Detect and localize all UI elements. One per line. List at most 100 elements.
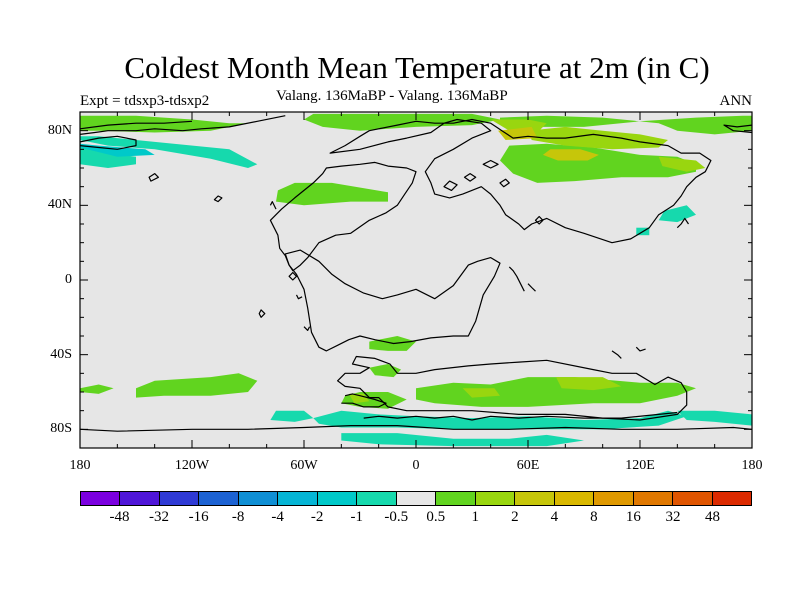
anomaly-region	[658, 156, 706, 172]
temperature-anomaly-field	[80, 113, 752, 447]
anomaly-region	[80, 136, 258, 168]
colorbar-label: 4	[550, 509, 559, 525]
colorbar-swatch	[594, 492, 634, 505]
anomaly-region	[528, 126, 668, 150]
coastline	[284, 249, 501, 352]
lat-tick-label: 40S	[50, 346, 72, 362]
colorbar-swatch	[515, 492, 555, 505]
lat-tick-label: 80N	[47, 122, 72, 138]
coastline	[341, 393, 387, 408]
colorbar-label: 32	[665, 509, 681, 525]
colorbar-swatch	[120, 492, 160, 505]
coastline	[534, 215, 544, 225]
coastline	[258, 309, 266, 318]
colorbar-swatch	[238, 492, 279, 505]
colorbar-swatch	[396, 492, 437, 505]
colorbar-label: -0.5	[384, 509, 409, 525]
colorbar-swatch	[357, 492, 397, 505]
anomaly-region	[270, 410, 314, 422]
coastline	[363, 411, 678, 421]
coastline	[295, 294, 303, 300]
colorbar-label: 2	[511, 509, 519, 525]
anomaly-region	[490, 119, 547, 131]
anomaly-region	[80, 145, 136, 168]
colorbar-label: -48	[109, 509, 130, 525]
coastline	[443, 180, 458, 191]
anomaly-region	[542, 149, 599, 161]
anomaly-region	[500, 115, 752, 135]
season-label: ANN	[719, 93, 753, 109]
coastline	[288, 271, 298, 281]
colorbar-label: 16	[625, 509, 641, 525]
anomaly-region	[658, 205, 696, 223]
coastline	[499, 178, 510, 188]
lon-tick-label: 120W	[174, 458, 210, 473]
lon-tick-label: 120E	[625, 458, 655, 473]
experiment-label: Expt = tdsxp3-tdsxp2	[80, 93, 210, 109]
colorbar-swatch	[436, 492, 476, 505]
anomaly-region	[80, 384, 114, 394]
anomaly-region	[677, 410, 752, 426]
colorbar-label: -32	[149, 509, 170, 525]
colorbar-swatch	[81, 492, 121, 505]
colorbar-swatch	[633, 492, 674, 505]
colorbar-swatch	[554, 492, 595, 505]
lon-tick-label: 60E	[516, 458, 540, 473]
colorbar-swatch	[278, 492, 318, 505]
lon-tick-label: 180	[741, 458, 763, 473]
coastline	[611, 350, 622, 359]
period-label: Valang. 136MaBP - Valang. 136MaBP	[276, 88, 508, 104]
lon-tick-label: 180	[69, 458, 91, 473]
coastline	[635, 346, 646, 352]
lat-tick-label: 40N	[47, 197, 72, 213]
colorbar-label: -8	[231, 509, 245, 525]
anomaly-region	[313, 410, 687, 430]
coastline	[337, 355, 688, 421]
colorbar-label: 48	[704, 509, 720, 525]
colorbar-label: 0.5	[426, 509, 446, 525]
colorbar-swatch	[673, 492, 713, 505]
coastline	[723, 124, 752, 134]
colorbar-label: -2	[310, 509, 324, 525]
coastline	[527, 283, 536, 292]
coastline	[303, 326, 311, 331]
colorbar-label: 1	[471, 509, 480, 525]
colorbar-label: -1	[350, 509, 363, 525]
anomaly-region	[556, 377, 622, 391]
anomaly-region	[136, 373, 258, 398]
coastline	[676, 217, 690, 229]
colorbar	[80, 491, 752, 506]
coastline	[148, 173, 159, 182]
colorbar-swatch	[159, 492, 200, 505]
map-title: Coldest Month Mean Temperature at 2m (in…	[124, 50, 710, 85]
lon-tick-label: 60W	[290, 458, 318, 473]
anomaly-region	[416, 377, 696, 407]
colorbar-swatch	[317, 492, 358, 505]
coastline	[482, 159, 499, 169]
anomaly-region	[341, 433, 584, 447]
colorbar-swatch	[475, 492, 516, 505]
coastline	[80, 120, 193, 130]
coastline	[463, 173, 477, 182]
coastline	[269, 161, 417, 272]
coastline	[213, 195, 223, 203]
anomaly-region	[276, 182, 388, 206]
anomaly-region	[462, 388, 500, 398]
colorbar-swatch	[199, 492, 239, 505]
colorbar-label: -4	[271, 509, 284, 525]
anomaly-region	[304, 113, 500, 131]
colorbar-label: -16	[188, 509, 209, 525]
lon-tick-label: 0	[412, 458, 420, 473]
colorbar-swatch	[712, 492, 751, 505]
coastline	[508, 266, 525, 292]
lat-tick-label: 0	[65, 272, 72, 287]
coastline	[80, 135, 137, 150]
axis-ticks	[79, 112, 753, 448]
coastline	[269, 201, 277, 210]
coastline	[80, 425, 752, 432]
coastline	[80, 115, 286, 135]
colorbar-label: 8	[590, 509, 598, 525]
coastline	[329, 118, 712, 244]
lat-tick-label: 80S	[50, 421, 72, 437]
